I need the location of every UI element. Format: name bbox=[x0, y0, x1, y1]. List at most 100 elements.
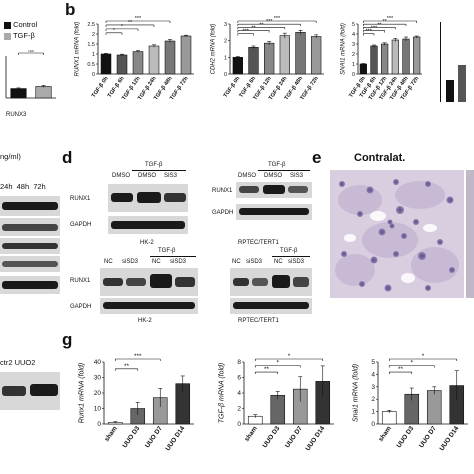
sig-label: * bbox=[276, 360, 279, 367]
blot3-group-label: TGF-β bbox=[158, 248, 176, 254]
c-blot-5 bbox=[0, 276, 60, 294]
bar bbox=[148, 45, 160, 75]
y-tick-label: 2.5 bbox=[87, 22, 95, 28]
sig-label: * bbox=[288, 353, 291, 360]
y-tick-label: 2 bbox=[92, 32, 95, 38]
c-time-24h: 24h bbox=[0, 182, 13, 191]
sig-label: ** bbox=[128, 20, 133, 26]
y-tick-label: 3 bbox=[371, 384, 375, 391]
x-tick-label: UUO D14 bbox=[438, 425, 460, 452]
y-axis-label: CDH2 mRNA (fold) bbox=[211, 24, 217, 75]
blot1-lane-1: DMSO bbox=[112, 173, 130, 179]
c-time-48h: 48h bbox=[16, 182, 30, 191]
blot1-row-gapdh: GAPDH bbox=[70, 222, 92, 228]
blot-rptec-sisd3: TGF-β NC siSD3 NC siSD3 RPTEC/TERT1 bbox=[212, 248, 312, 328]
panel-label-b: b bbox=[65, 0, 76, 19]
blot4-group-label: TGF-β bbox=[280, 248, 298, 254]
y-tick-label: 3 bbox=[224, 22, 227, 28]
blot1-gapdh-blot bbox=[108, 216, 188, 234]
y-tick-label: 1 bbox=[352, 62, 355, 68]
sig-label: ns bbox=[28, 50, 34, 54]
blot2-lane-1: DMSO bbox=[238, 173, 256, 179]
x-tick-label: sham bbox=[103, 425, 119, 443]
b4-bar bbox=[458, 65, 466, 102]
chart-a1: ns bbox=[5, 50, 56, 99]
c-bottom-blot bbox=[0, 372, 60, 410]
sig-label: *** bbox=[242, 29, 249, 35]
blot1-row-runx1: RUNX1 bbox=[70, 196, 91, 202]
blot2-lane-2: DMSO bbox=[264, 173, 282, 179]
y-tick-label: 0 bbox=[92, 72, 95, 78]
sig-label: ** bbox=[264, 366, 270, 373]
y-axis-label: Snai1 mRNA (fold) bbox=[353, 364, 360, 422]
x-tick-label: sham bbox=[243, 425, 259, 443]
y-axis-label: TGF-β mRNA (fold) bbox=[219, 363, 226, 424]
sig-label: ** bbox=[259, 22, 264, 28]
y-tick-label: 4 bbox=[352, 32, 355, 38]
y-tick-label: 0 bbox=[371, 421, 375, 428]
sig-label: *** bbox=[371, 25, 378, 31]
blot3-cell-label: HK-2 bbox=[138, 318, 152, 324]
bar bbox=[279, 35, 290, 75]
panel-label-e: e bbox=[312, 148, 322, 167]
sig-label: * bbox=[422, 353, 425, 360]
blot1-group-label: TGF-β bbox=[145, 162, 163, 168]
sig-label: ** bbox=[124, 363, 130, 370]
bar bbox=[391, 39, 399, 75]
y-tick-label: 30 bbox=[94, 375, 102, 382]
x-tick-label: UUO D7 bbox=[144, 425, 164, 449]
blot1-lane-2: DMSO bbox=[138, 173, 156, 179]
sig-label: *** bbox=[274, 16, 281, 22]
bar bbox=[370, 45, 378, 75]
sig-label: * bbox=[410, 360, 413, 367]
blot3-row-gapdh: GAPDH bbox=[70, 304, 92, 310]
a-xlabel: RUNX3 bbox=[6, 112, 27, 118]
blot4-group-line bbox=[272, 256, 310, 257]
bar bbox=[100, 53, 112, 75]
c-time-72h: 72h bbox=[33, 182, 46, 191]
blot1-lane-3: SIS3 bbox=[164, 173, 178, 179]
x-tick-label: UUO D14 bbox=[164, 425, 186, 452]
y-tick-label: 6 bbox=[237, 375, 241, 382]
blot4-gapdh-blot bbox=[230, 298, 312, 314]
blot3-gapdh-blot bbox=[100, 298, 198, 314]
c-bottom-label: ctr2 UUO2 bbox=[0, 358, 36, 367]
y-tick-label: 20 bbox=[94, 390, 102, 397]
blot2-row-gapdh: GAPDH bbox=[212, 210, 234, 216]
blot2-lane-3: SIS3 bbox=[290, 173, 304, 179]
blot2-row-runx1: RUNX1 bbox=[212, 188, 233, 194]
blot4-lane-4: siSD3 bbox=[288, 259, 305, 265]
blot3-group-line bbox=[150, 256, 196, 257]
y-tick-label: 4 bbox=[371, 371, 375, 378]
y-tick-label: 10 bbox=[94, 406, 102, 413]
bar bbox=[35, 86, 52, 99]
c-blot-3 bbox=[0, 238, 60, 254]
b4-bar bbox=[446, 80, 454, 102]
bar bbox=[132, 51, 144, 75]
sig-label: ** bbox=[377, 22, 382, 28]
x-tick-label: UUO D3 bbox=[122, 425, 142, 449]
sig-label: *** bbox=[134, 353, 142, 360]
blot4-lane-2: siSD3 bbox=[246, 259, 263, 265]
chart-g2: 0 2 4 6 8 TGF-β mRNA (fold) sham UUO D3 UUO D7 UU… bbox=[219, 353, 334, 452]
blot2-group-label: TGF-β bbox=[268, 162, 286, 168]
panel-c: ng/ml) 24h 48h 72h bbox=[0, 148, 62, 328]
blot1-group-line bbox=[132, 170, 186, 171]
bar bbox=[359, 63, 367, 75]
y-tick-label: 40 bbox=[94, 359, 102, 366]
blot4-runx1-blot bbox=[230, 268, 312, 296]
bar bbox=[311, 36, 322, 75]
y-tick-label: 2 bbox=[237, 406, 241, 413]
y-axis-label: Runx1 mRNA (fold) bbox=[79, 363, 86, 423]
bar bbox=[270, 395, 286, 425]
sig-label: * bbox=[121, 24, 124, 30]
panel-label-d: d bbox=[62, 148, 73, 167]
blot4-lane-1: NC bbox=[232, 259, 241, 265]
y-tick-label: 1 bbox=[224, 55, 227, 61]
chart-g3: 0 1 2 3 4 5 Snai1 mRNA (fold) sham UUO D3 UUO D7 U… bbox=[353, 353, 468, 452]
legend-swatch-control bbox=[4, 21, 11, 29]
x-tick-label: UUO D7 bbox=[418, 425, 438, 449]
sig-label: ** bbox=[383, 19, 388, 25]
